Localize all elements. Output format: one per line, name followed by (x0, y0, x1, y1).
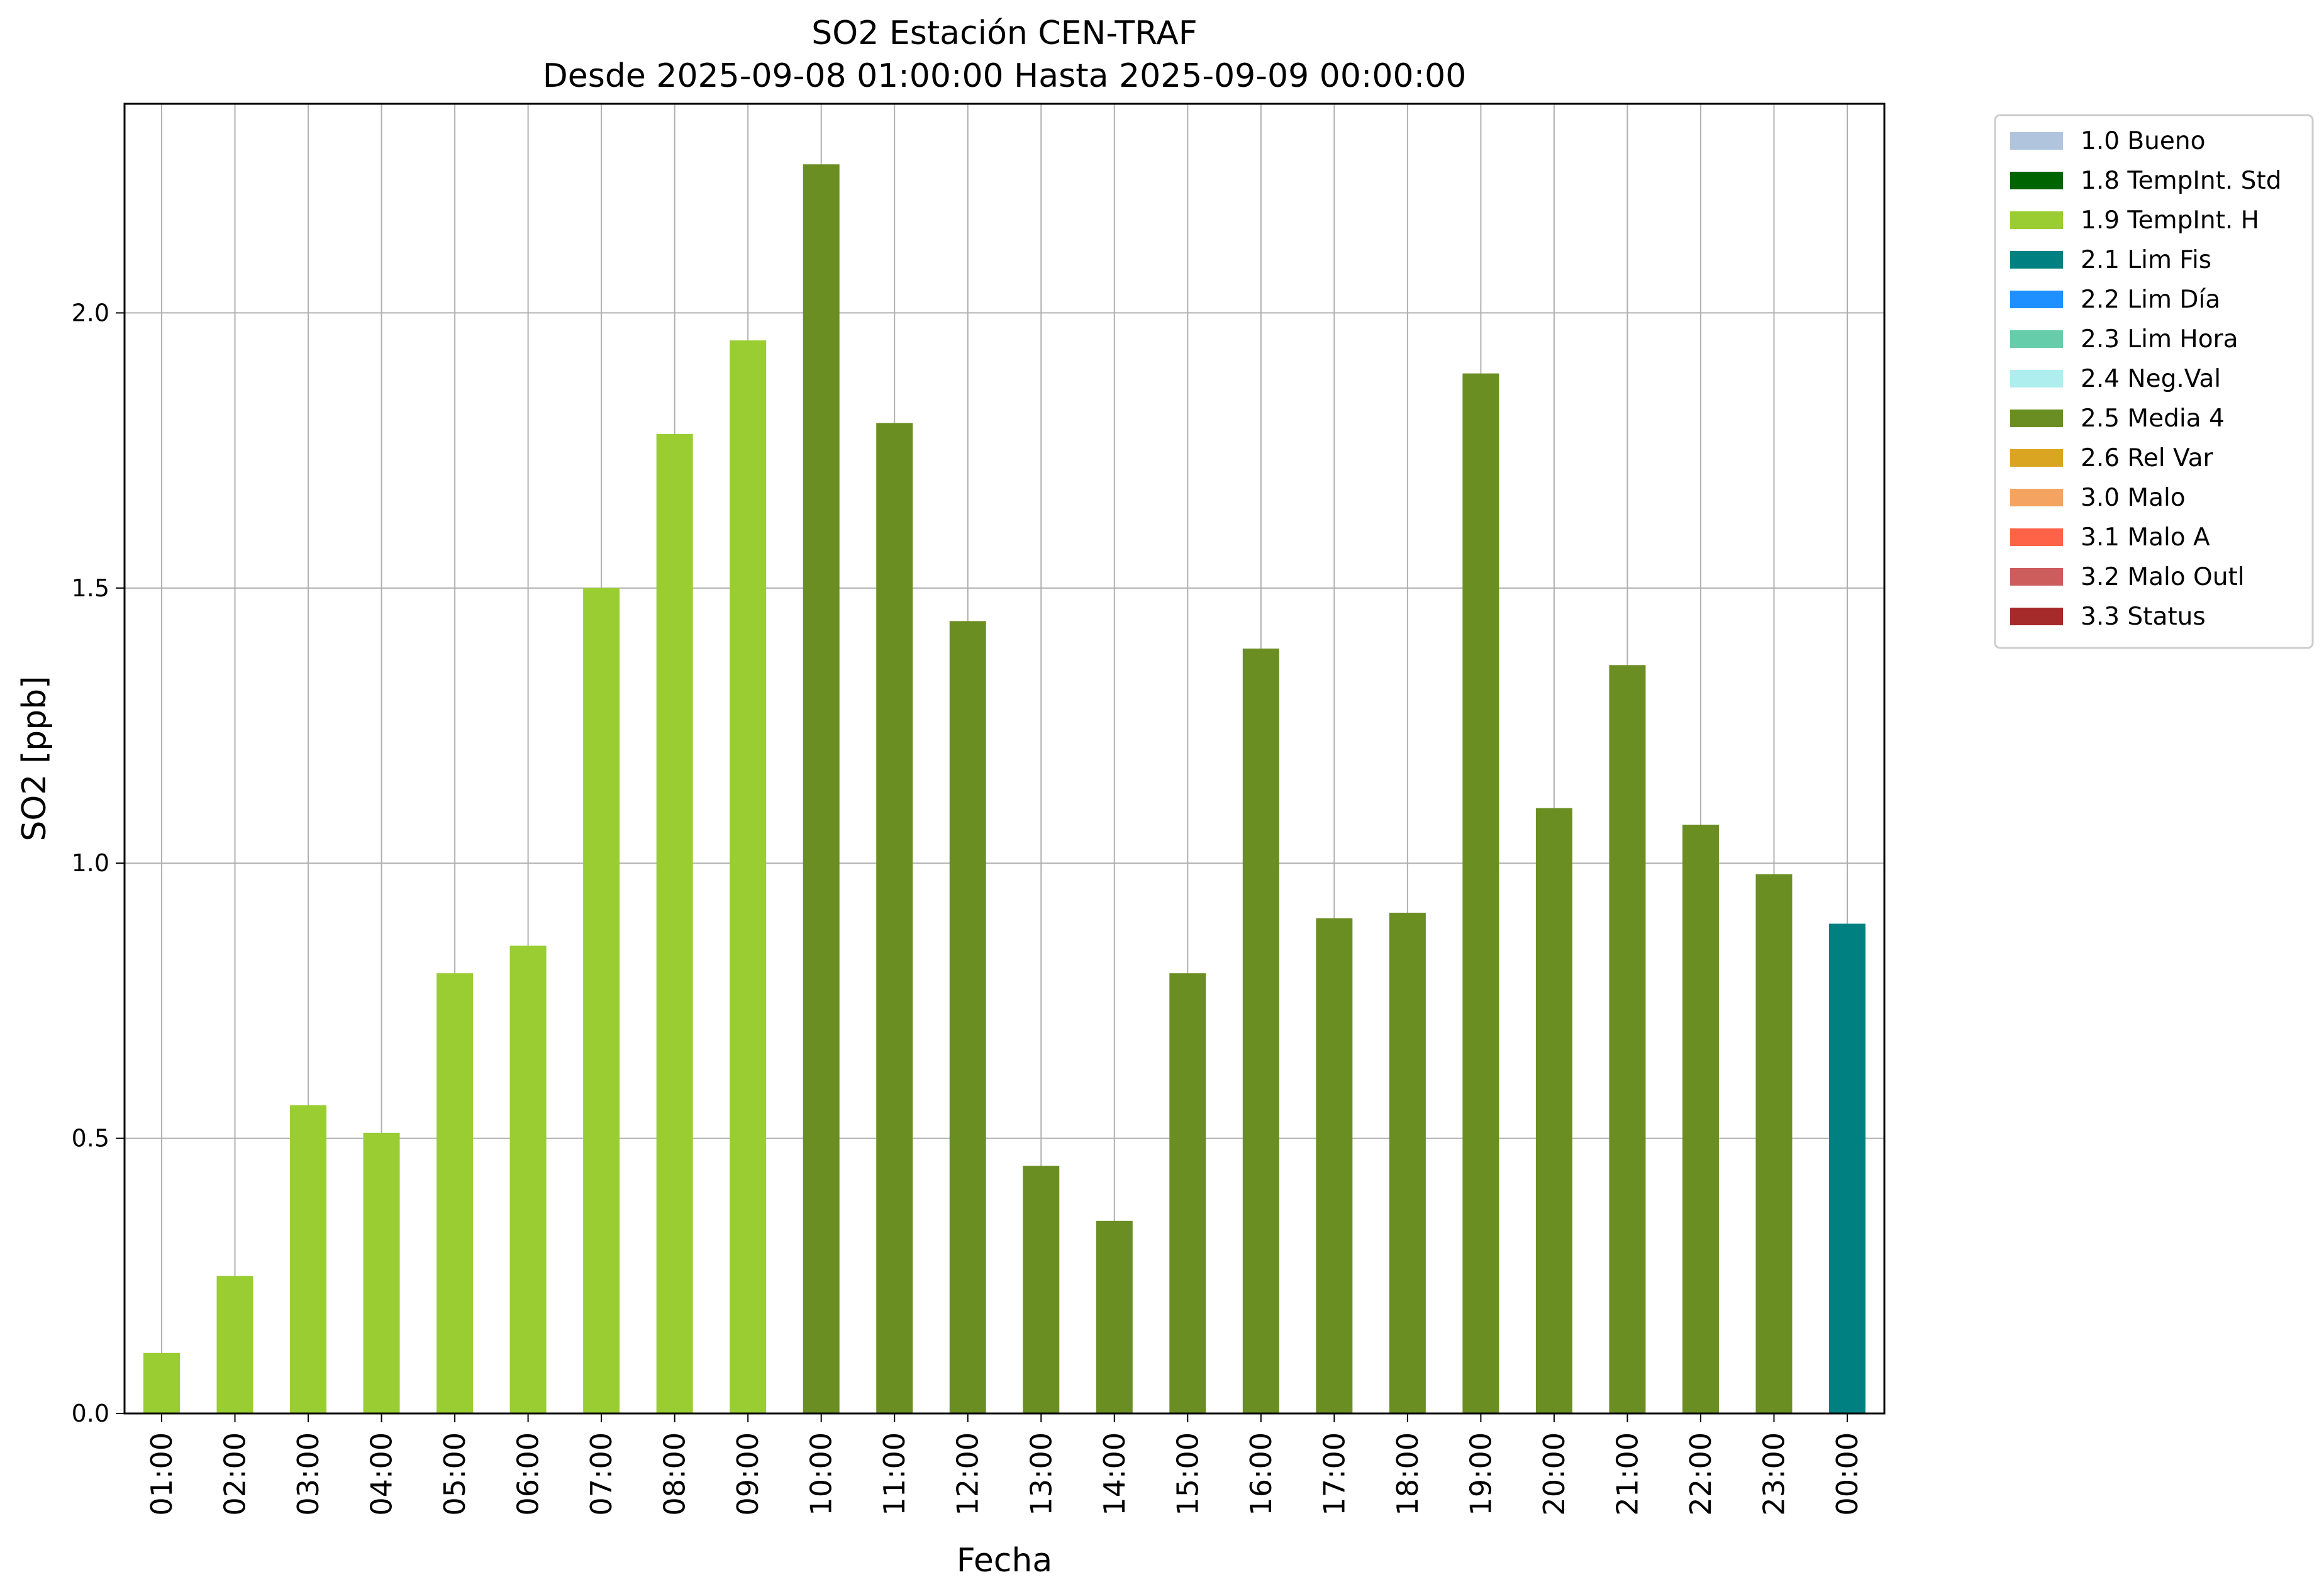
chart-title: SO2 Estación CEN-TRAF (811, 14, 1197, 52)
legend-swatch-1-9 (2010, 211, 2063, 229)
chart-subtitle: Desde 2025-09-08 01:00:00 Hasta 2025-09-… (543, 57, 1467, 95)
legend-label-2-6: 2.6 Rel Var (2081, 444, 2214, 472)
x-tick-label: 16:00 (1244, 1432, 1278, 1516)
bars (143, 164, 1865, 1414)
legend: 1.0 Bueno 1.8 TempInt. Std 1.9 TempInt. H 2… (1994, 114, 2314, 649)
legend-label-3-0: 3.0 Malo (2081, 484, 2186, 512)
y-tick-label: 1.5 (72, 574, 109, 602)
legend-swatch-3-3 (2010, 608, 2063, 625)
x-tick-label: 00:00 (1830, 1432, 1864, 1516)
legend-swatch-2-6 (2010, 449, 2063, 467)
x-tick-label: 10:00 (804, 1432, 838, 1516)
legend-swatch-2-3 (2010, 330, 2063, 348)
legend-label-2-4: 2.4 Neg.Val (2081, 365, 2221, 393)
legend-label-1-8: 1.8 TempInt. Std (2081, 167, 2281, 195)
bar (876, 423, 913, 1413)
x-tick-label: 05:00 (438, 1432, 472, 1516)
bar (1169, 973, 1206, 1413)
x-axis: 01:00 02:00 03:00 04:00 05:00 06:00 07:00 08:00… (145, 1413, 1864, 1516)
bar (1462, 373, 1499, 1414)
legend-swatch-2-2 (2010, 291, 2063, 308)
plot-frame (123, 103, 1886, 1415)
bar (1316, 918, 1353, 1413)
legend-label-3-2: 3.2 Malo Outl (2081, 563, 2245, 591)
bar (436, 973, 474, 1413)
y-axis-label: SO2 [ppb] (16, 676, 53, 841)
legend-label-2-2: 2.2 Lim Día (2081, 286, 2220, 314)
bar (656, 433, 693, 1413)
legend-swatch-3-2 (2010, 568, 2063, 586)
bar (509, 945, 547, 1413)
legend-swatch-2-1 (2010, 251, 2063, 269)
bar (1609, 665, 1646, 1413)
y-tick-label: 2.0 (72, 299, 109, 326)
x-tick-label: 20:00 (1537, 1432, 1571, 1516)
x-tick-label: 06:00 (511, 1432, 545, 1516)
x-tick-label: 08:00 (658, 1432, 692, 1516)
legend-swatch-1-8 (2010, 172, 2063, 189)
x-tick-label: 17:00 (1317, 1432, 1351, 1516)
y-tick-label: 0.5 (72, 1125, 109, 1152)
bar (216, 1276, 253, 1413)
x-tick-label: 12:00 (951, 1432, 985, 1516)
x-tick-label: 09:00 (731, 1432, 765, 1516)
x-axis-label: Fecha (957, 1542, 1052, 1580)
x-tick-label: 01:00 (145, 1432, 179, 1516)
bar (1682, 824, 1719, 1413)
bar (1023, 1166, 1060, 1413)
x-tick-label: 03:00 (291, 1432, 325, 1516)
legend-label-1-0: 1.0 Bueno (2081, 127, 2205, 155)
legend-label-1-9: 1.9 TempInt. H (2081, 206, 2259, 235)
bar (583, 588, 620, 1413)
x-tick-label: 21:00 (1610, 1432, 1644, 1516)
legend-swatch-2-5 (2010, 410, 2063, 427)
x-tick-label: 23:00 (1757, 1432, 1791, 1516)
x-tick-label: 22:00 (1684, 1432, 1718, 1516)
legend-label-2-5: 2.5 Media 4 (2081, 404, 2225, 433)
y-axis: 0.0 0.5 1.0 1.5 2.0 (72, 299, 125, 1427)
bar (803, 164, 840, 1413)
bar (143, 1352, 180, 1413)
bar (949, 621, 986, 1414)
legend-swatch-2-4 (2010, 370, 2063, 387)
bar (1535, 808, 1572, 1413)
legend-frame (1994, 114, 2314, 649)
x-tick-label: 18:00 (1391, 1432, 1425, 1516)
bar (1389, 912, 1426, 1413)
bar (1755, 874, 1793, 1413)
x-tick-label: 04:00 (365, 1432, 399, 1516)
bar (1829, 923, 1865, 1413)
y-tick-label: 0.0 (72, 1400, 109, 1427)
x-tick-label: 07:00 (584, 1432, 618, 1516)
bar (290, 1105, 327, 1413)
y-tick-label: 1.0 (72, 849, 109, 877)
legend-label-3-3: 3.3 Status (2081, 603, 2206, 631)
x-tick-label: 19:00 (1464, 1432, 1498, 1516)
legend-swatch-1-0 (2010, 132, 2063, 150)
legend-swatch-3-0 (2010, 489, 2063, 506)
bar (1096, 1220, 1133, 1413)
x-tick-label: 11:00 (877, 1432, 911, 1516)
legend-label-2-1: 2.1 Lim Fis (2081, 246, 2211, 274)
x-tick-label: 13:00 (1024, 1432, 1058, 1516)
bar (1242, 649, 1279, 1413)
x-tick-label: 15:00 (1170, 1432, 1204, 1516)
x-tick-label: 14:00 (1098, 1432, 1131, 1516)
legend-swatch-3-1 (2010, 528, 2063, 546)
legend-label-2-3: 2.3 Lim Hora (2081, 325, 2238, 354)
x-tick-label: 02:00 (218, 1432, 252, 1516)
legend-label-3-1: 3.1 Malo A (2081, 523, 2210, 552)
bar (730, 340, 767, 1413)
bar (363, 1132, 400, 1413)
